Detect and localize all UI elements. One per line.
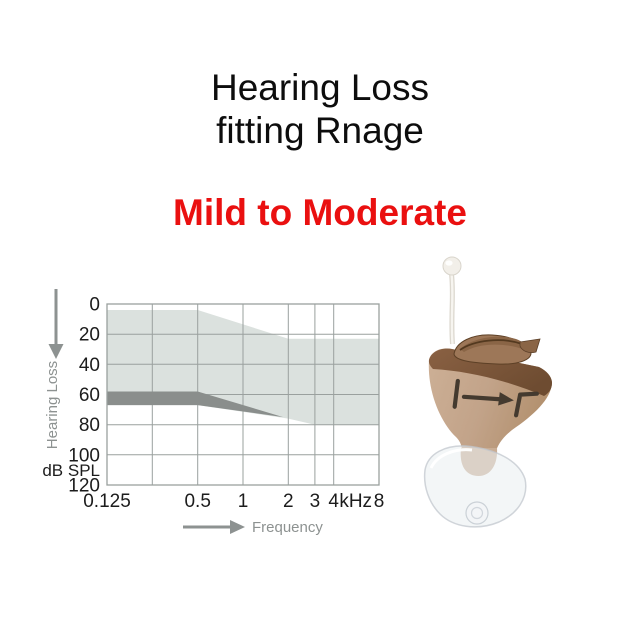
y-tick-label: 20 <box>79 325 100 346</box>
down-arrow-icon <box>48 289 64 359</box>
pull-cord <box>449 273 455 345</box>
x-tick-label: 0.125 <box>83 491 131 512</box>
door-tab <box>519 338 541 354</box>
right-arrow-icon <box>183 520 245 534</box>
y-tick-label: 60 <box>79 385 100 406</box>
battery-door <box>453 334 541 365</box>
plot-border <box>106 303 380 486</box>
emphasis-band <box>107 391 284 418</box>
x-tick-label: kHz <box>339 491 372 512</box>
dome-nub <box>465 501 489 525</box>
x-tick-label: 8 <box>374 491 385 512</box>
y-tick-label: 120 <box>68 476 100 497</box>
cord-ball <box>442 256 462 276</box>
faceplate <box>428 348 552 396</box>
x-axis-title: Frequency <box>252 519 323 536</box>
y-unit-label: dB SPL <box>42 461 100 480</box>
y-tick-label: 80 <box>79 415 100 436</box>
x-tick-label: 2 <box>283 491 294 512</box>
title-line-2: fitting Rnage <box>216 110 424 151</box>
silicone-dome-tip <box>423 445 527 528</box>
y-tick-label: 0 <box>89 295 100 316</box>
y-tick-label: 100 <box>68 445 100 466</box>
x-tick-label: 1 <box>238 491 249 512</box>
x-tick-label: 0.5 <box>184 491 210 512</box>
severity-subtitle: Mild to Moderate <box>173 192 467 233</box>
y-axis-title: Hearing Loss <box>44 361 61 449</box>
page-title: Hearing Loss fitting Rnage <box>0 66 640 152</box>
x-tick-label: 4 <box>328 491 339 512</box>
direction-marking-icon <box>452 378 539 418</box>
title-line-1: Hearing Loss <box>210 67 429 108</box>
x-tick-label: 3 <box>310 491 321 512</box>
y-tick-label: 40 <box>79 355 100 376</box>
dome-nub-inner <box>470 506 484 520</box>
